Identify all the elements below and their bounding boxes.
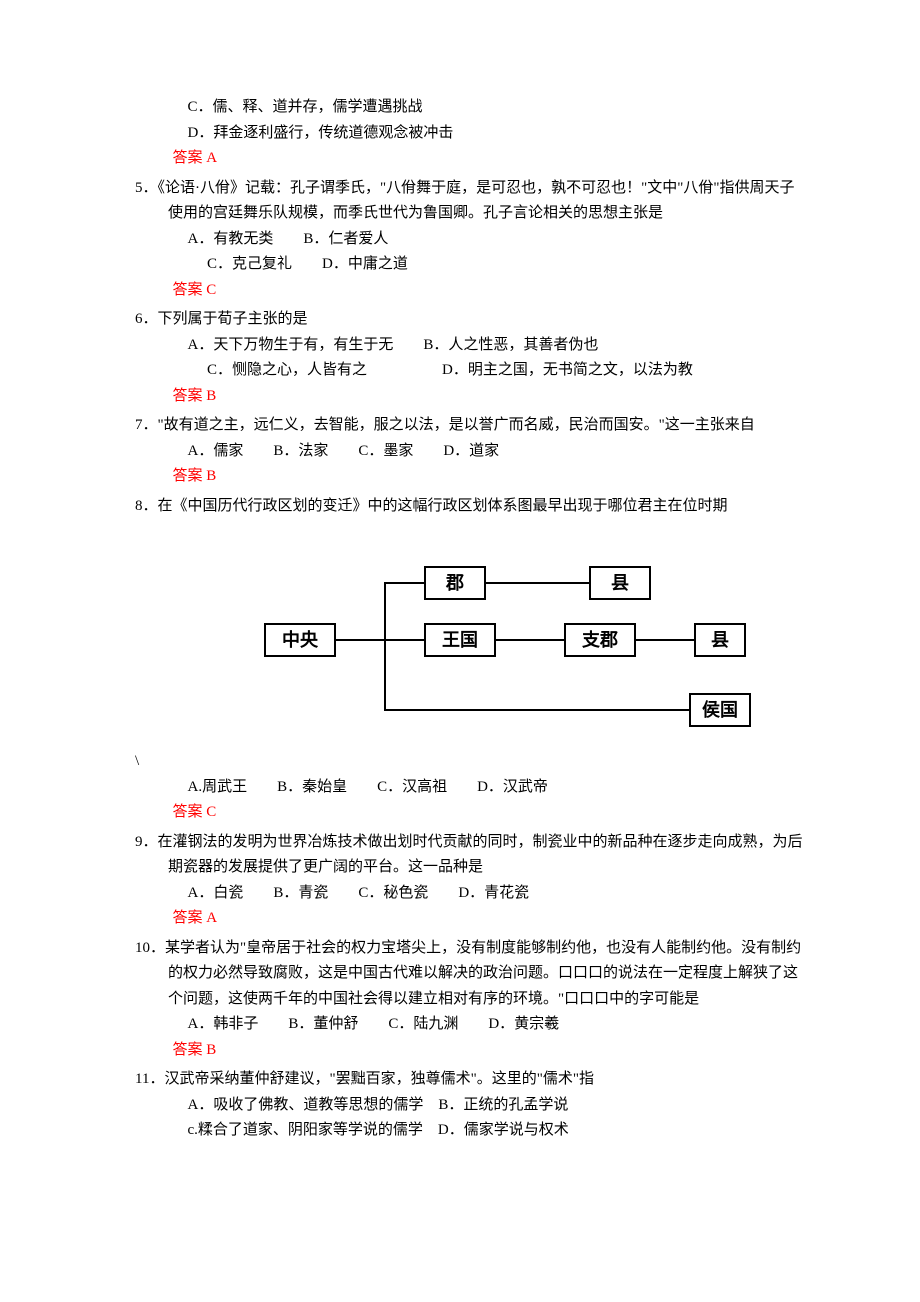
question-5: 5．《论语·八佾》记载：孔子谓季氏，"八佾舞于庭，是可忍也，孰不可忍也！"文中"…	[135, 176, 805, 304]
q8-stem: 8．在《中国历代行政区划的变迁》中的这幅行政区划体系图最早出现于哪位君主在位时期	[135, 494, 805, 520]
question-10: 10．某学者认为"皇帝居于社会的权力宝塔尖上，没有制度能够制约他，也没有人能制约…	[135, 936, 805, 1064]
q6-options-line2: C．恻隐之心，人皆有之 D．明主之国，无书简之文，以法为教	[135, 358, 805, 384]
q5-stem: 5．《论语·八佾》记载：孔子谓季氏，"八佾舞于庭，是可忍也，孰不可忍也！"文中"…	[135, 176, 805, 227]
question-4-partial: C．儒、释、道并存，儒学遭遇挑战 D．拜金逐利盛行，传统道德观念被冲击 答案 A	[135, 95, 805, 172]
q5-answer: 答案 C	[135, 278, 805, 304]
q7-answer: 答案 B	[135, 464, 805, 490]
q4-option-c: C．儒、释、道并存，儒学遭遇挑战	[135, 95, 805, 121]
q4-option-d: D．拜金逐利盛行，传统道德观念被冲击	[135, 121, 805, 147]
question-11: 11．汉武帝采纳董仲舒建议，"罢黜百家，独尊儒术"。这里的"儒术"指 A．吸收了…	[135, 1067, 805, 1144]
svg-text:郡: 郡	[445, 573, 464, 593]
svg-text:侯国: 侯国	[702, 699, 738, 720]
svg-text:中央: 中央	[282, 629, 319, 650]
q8-backslash: \	[135, 749, 805, 775]
q8-answer: 答案 C	[135, 800, 805, 826]
q8-options: A.周武王 B．秦始皇 C．汉高祖 D．汉武帝	[135, 775, 805, 801]
question-9: 9．在灌钢法的发明为世界冶炼技术做出划时代贡献的同时，制瓷业中的新品种在逐步走向…	[135, 830, 805, 932]
question-7: 7．"故有道之主，远仁义，去智能，服之以法，是以誉广而名威，民治而国安。"这一主…	[135, 413, 805, 490]
document-page: C．儒、释、道并存，儒学遭遇挑战 D．拜金逐利盛行，传统道德观念被冲击 答案 A…	[0, 0, 920, 1208]
q9-stem: 9．在灌钢法的发明为世界冶炼技术做出划时代贡献的同时，制瓷业中的新品种在逐步走向…	[135, 830, 805, 881]
q7-stem: 7．"故有道之主，远仁义，去智能，服之以法，是以誉广而名威，民治而国安。"这一主…	[135, 413, 805, 439]
svg-text:县: 县	[711, 630, 729, 650]
svg-text:王国: 王国	[442, 630, 478, 650]
q9-answer: 答案 A	[135, 906, 805, 932]
q8-diagram: 中央郡县王国支郡县侯国	[135, 519, 805, 749]
q7-options: A．儒家 B．法家 C．墨家 D．道家	[135, 439, 805, 465]
svg-text:支郡: 支郡	[581, 629, 618, 650]
q10-options: A．韩非子 B．董仲舒 C．陆九渊 D．黄宗羲	[135, 1012, 805, 1038]
question-8: 8．在《中国历代行政区划的变迁》中的这幅行政区划体系图最早出现于哪位君主在位时期…	[135, 494, 805, 826]
q5-options-ab: A．有教无类 B．仁者爱人	[135, 227, 805, 253]
q11-options-line1: A．吸收了佛教、道教等思想的儒学 B．正统的孔孟学说	[135, 1093, 805, 1119]
q11-stem: 11．汉武帝采纳董仲舒建议，"罢黜百家，独尊儒术"。这里的"儒术"指	[135, 1067, 805, 1093]
q10-answer: 答案 B	[135, 1038, 805, 1064]
svg-text:县: 县	[611, 573, 629, 593]
q5-options-cd: C．克己复礼 D．中庸之道	[135, 252, 805, 278]
q11-options-line2: c.糅合了道家、阴阳家等学说的儒学 D．儒家学说与权术	[135, 1118, 805, 1144]
q10-stem: 10．某学者认为"皇帝居于社会的权力宝塔尖上，没有制度能够制约他，也没有人能制约…	[135, 936, 805, 1013]
q9-options: A．白瓷 B．青瓷 C．秘色瓷 D．青花瓷	[135, 881, 805, 907]
q6-options-line1: A．天下万物生于有，有生于无 B．人之性恶，其善者伪也	[135, 333, 805, 359]
q8-flowchart-svg: 中央郡县王国支郡县侯国	[255, 539, 765, 739]
q6-answer: 答案 B	[135, 384, 805, 410]
q4-answer: 答案 A	[135, 146, 805, 172]
question-6: 6．下列属于荀子主张的是 A．天下万物生于有，有生于无 B．人之性恶，其善者伪也…	[135, 307, 805, 409]
q6-stem: 6．下列属于荀子主张的是	[135, 307, 805, 333]
